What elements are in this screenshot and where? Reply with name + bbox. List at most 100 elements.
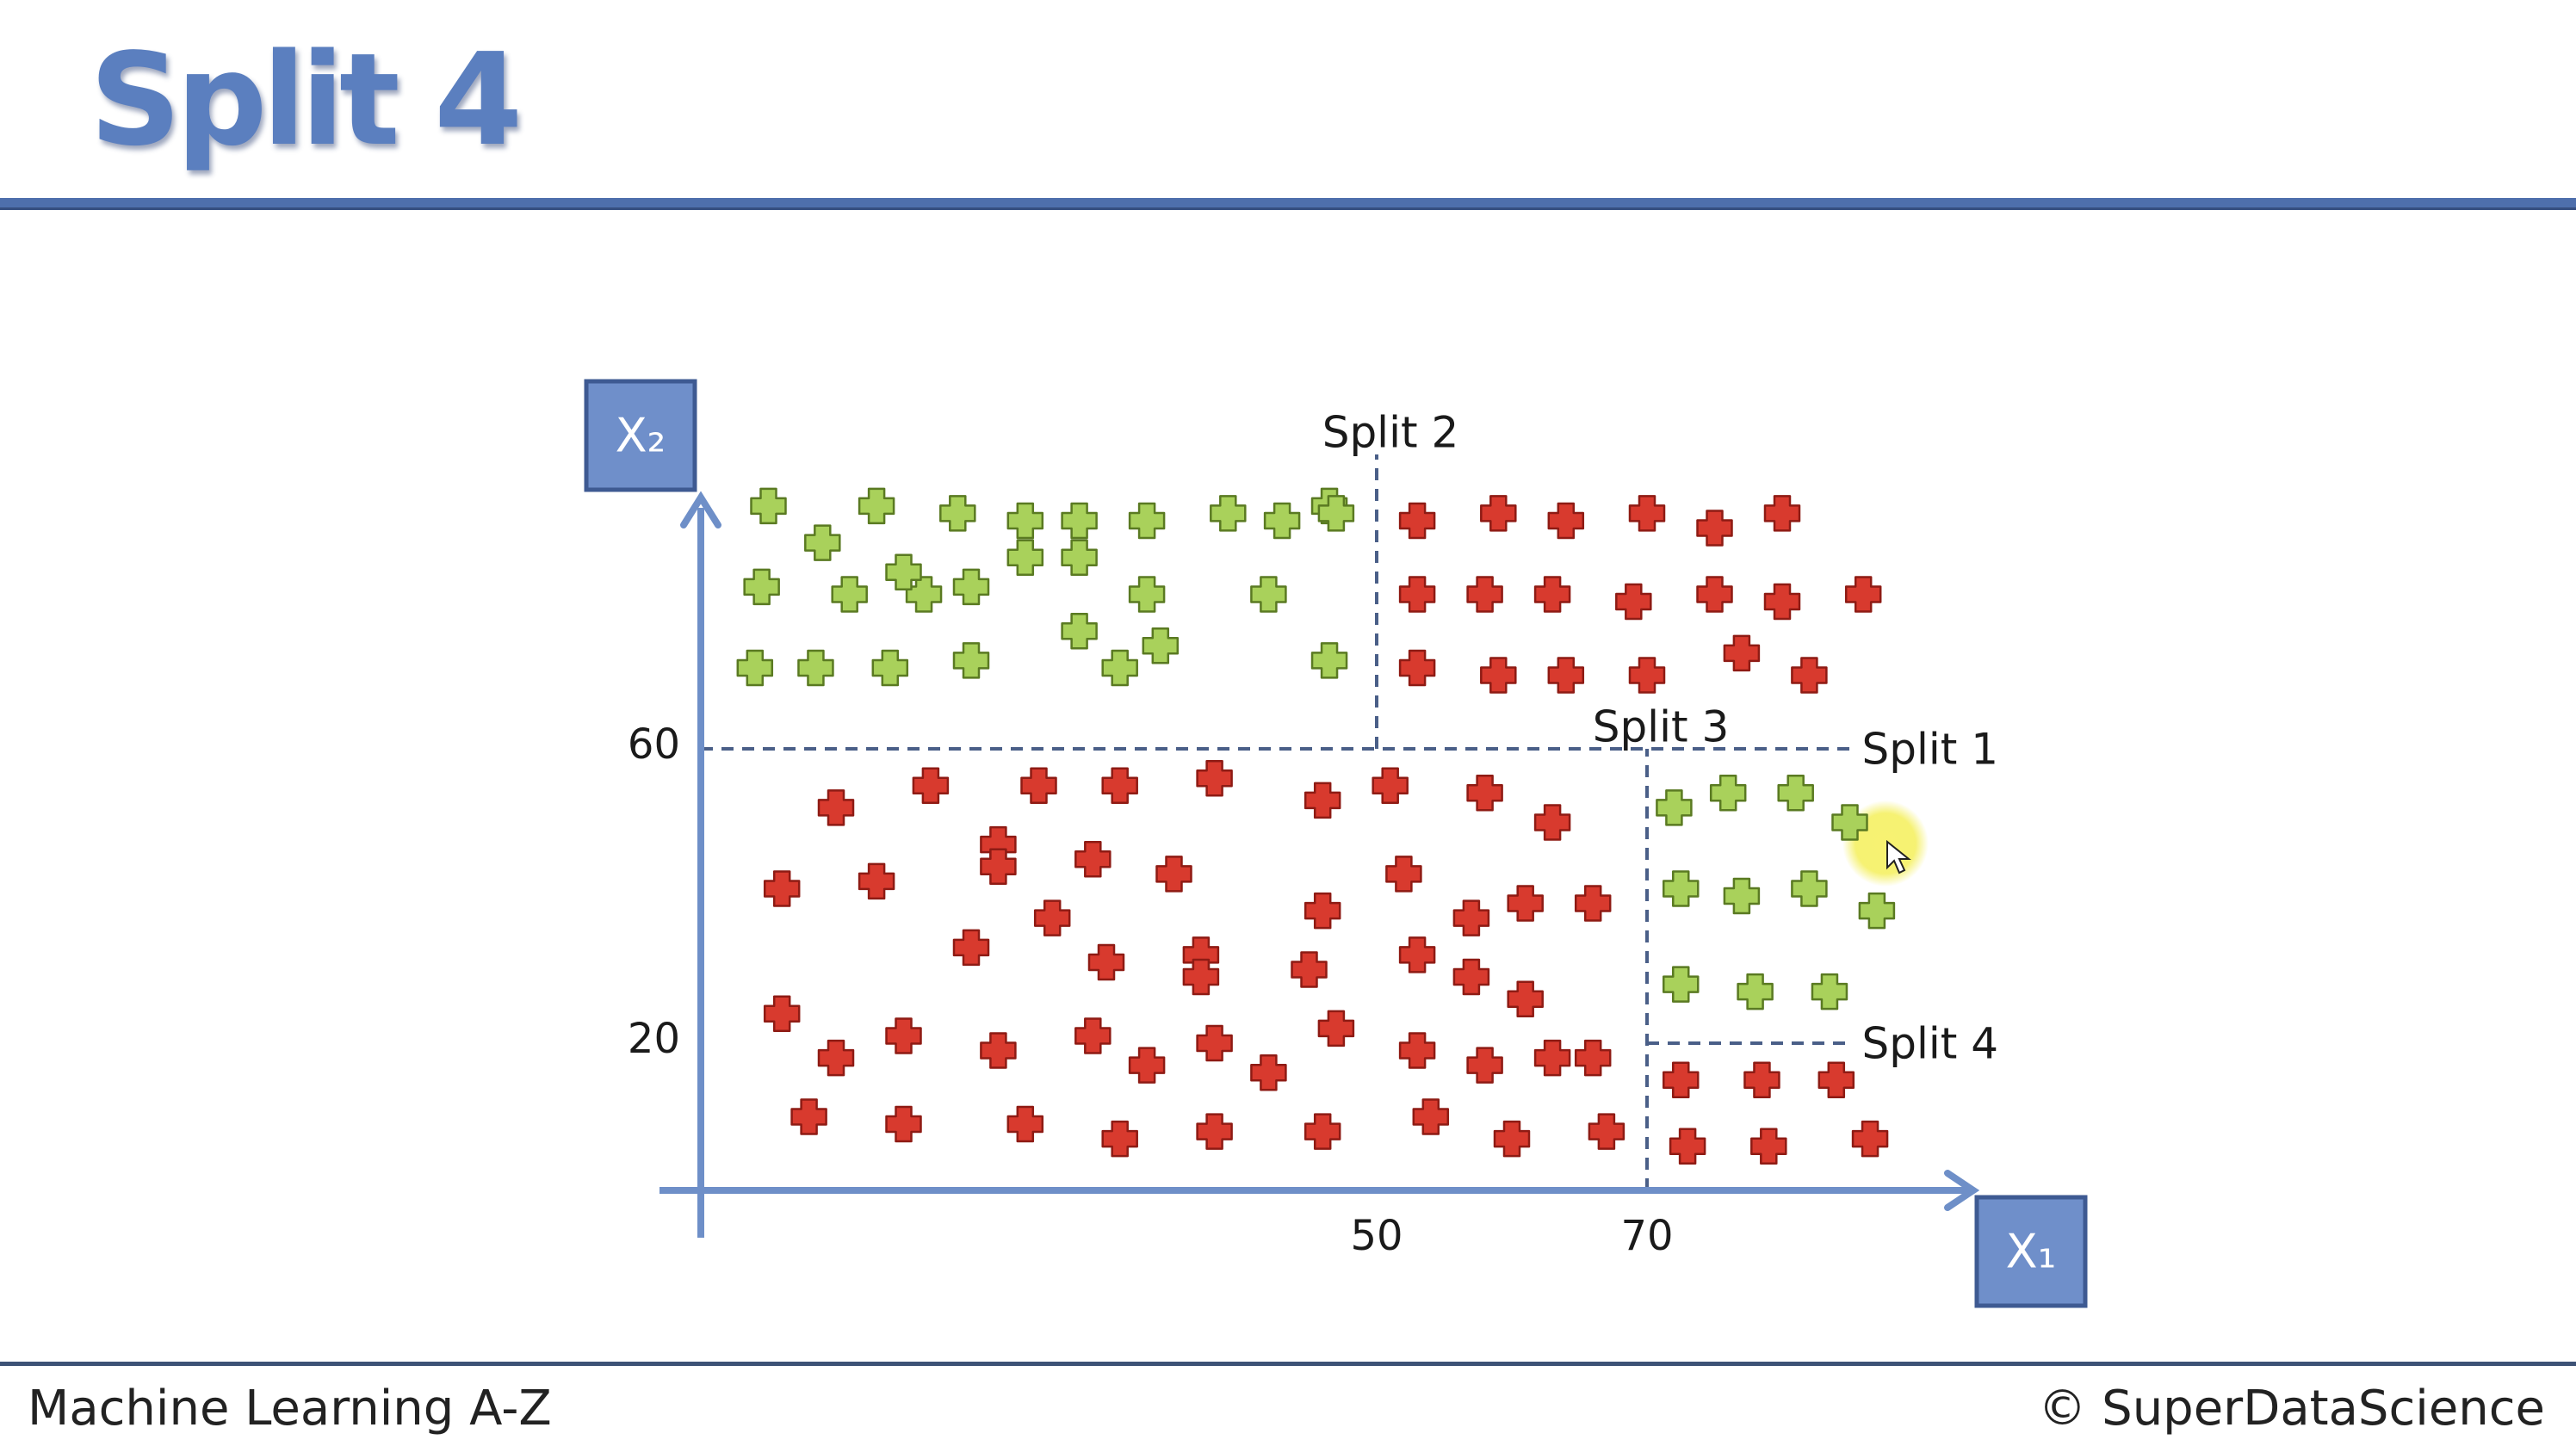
green-point-4 [939,495,976,532]
red-point-18 [1791,657,1828,694]
red-point-66 [1303,1113,1341,1150]
y-tick-label-60: 60 [628,720,680,769]
red-point-9 [1615,583,1652,621]
data-points [736,487,1896,1165]
red-point-33 [1033,899,1071,936]
red-point-38 [1507,885,1544,922]
green-point-5 [1006,502,1044,540]
red-point-60 [1574,1039,1612,1077]
red-point-14 [1480,657,1517,694]
green-point-26 [1101,649,1138,687]
red-point-58 [1466,1047,1503,1084]
red-point-29 [763,870,801,907]
red-point-37 [1452,899,1490,936]
x-tick-label-70: 70 [1620,1212,1673,1260]
green-point-30 [1777,775,1814,812]
red-point-28 [1533,804,1571,841]
red-point-0 [1398,502,1436,540]
green-point-25 [952,642,990,679]
red-point-69 [1588,1113,1625,1150]
green-point-10 [1128,576,1166,613]
green-point-38 [1811,973,1848,1010]
red-point-1 [1480,495,1517,532]
red-point-47 [1507,980,1544,1017]
red-point-26 [1372,767,1409,804]
chart-labels: Split 1 Split 2 Split 3 Split 4 X₂ X₁ 50 70 20 60 [616,408,2057,1279]
red-point-62 [885,1105,922,1143]
green-point-17 [952,568,990,606]
green-point-29 [1709,775,1747,812]
red-point-57 [1398,1032,1436,1069]
red-point-32 [1074,841,1112,878]
red-point-24 [1196,759,1233,797]
red-point-48 [763,995,801,1033]
green-point-33 [1723,877,1761,915]
red-point-61 [790,1098,827,1135]
green-point-24 [871,649,909,687]
red-point-30 [858,862,895,900]
red-point-71 [1743,1061,1780,1098]
red-point-36 [1385,856,1422,893]
red-point-75 [1851,1120,1889,1158]
axes [584,379,2088,1308]
green-point-21 [1250,576,1287,613]
red-point-31 [980,848,1017,886]
green-point-35 [1858,892,1896,930]
red-point-44 [1291,951,1328,988]
red-point-49 [817,1039,855,1077]
red-point-52 [1074,1017,1112,1054]
x-axis-label-box [1974,1195,2088,1308]
green-point-23 [797,649,834,687]
x-tick-label-50: 50 [1350,1212,1403,1260]
red-point-10 [1696,576,1733,613]
green-point-2 [858,487,895,525]
red-point-41 [1087,943,1125,981]
red-point-43 [1182,958,1220,996]
green-point-27 [1310,642,1348,679]
green-point-8 [1128,502,1166,540]
green-point-18 [1006,539,1044,576]
red-point-8 [1533,576,1571,613]
green-point-7 [1061,612,1098,650]
footer-course-name: Machine Learning A-Z [28,1381,552,1437]
red-point-63 [1006,1105,1044,1143]
red-point-45 [1398,936,1436,973]
red-point-53 [1128,1047,1166,1084]
red-point-27 [1466,775,1503,812]
red-point-54 [1196,1024,1233,1062]
green-point-19 [1061,539,1098,576]
red-point-4 [1696,510,1733,547]
red-point-23 [1101,767,1138,804]
green-point-34 [1791,870,1828,907]
green-point-20 [1142,627,1180,664]
red-point-20 [912,767,950,804]
red-point-67 [1412,1098,1450,1135]
green-point-13 [1317,495,1355,532]
red-point-68 [1493,1120,1531,1158]
red-point-35 [1303,892,1341,930]
red-point-3 [1628,495,1666,532]
green-point-16 [885,553,922,591]
x-axis-label: X₁ [2006,1225,2057,1279]
red-point-7 [1466,576,1503,613]
slide-title: Split 4 [90,26,523,174]
green-point-28 [1656,789,1693,826]
green-point-11 [1210,495,1247,532]
y-axis-arrow [680,491,721,528]
red-point-15 [1547,657,1585,694]
green-point-12 [1263,502,1301,540]
split-label-4: Split 4 [1862,1019,1999,1069]
green-point-15 [831,576,868,613]
footer-divider [0,1362,2576,1366]
green-point-6 [1061,502,1098,540]
red-point-22 [1020,767,1057,804]
split-label-2: Split 2 [1322,408,1459,458]
y-axis-label: X₂ [616,409,666,463]
red-point-55 [1250,1054,1287,1091]
green-point-31 [1831,804,1868,841]
red-point-16 [1628,657,1666,694]
red-point-12 [1844,576,1882,613]
split-lines [701,454,1850,1190]
green-point-22 [736,649,774,687]
red-point-11 [1763,583,1801,621]
